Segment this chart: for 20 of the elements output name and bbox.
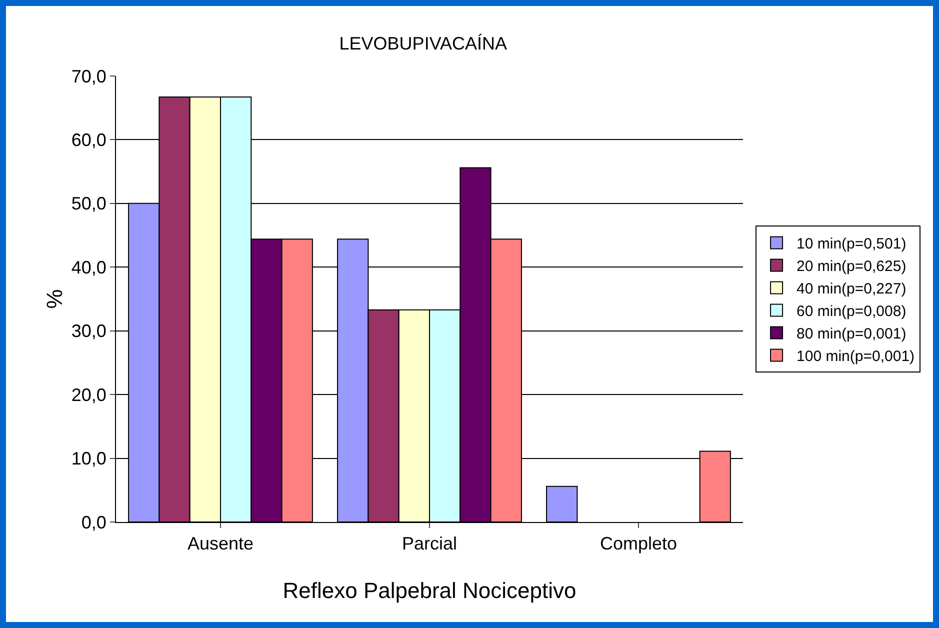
legend-label: 60 min(p=0,008) — [796, 303, 906, 320]
chart-title: LEVOBUPIVACAÍNA — [339, 33, 508, 54]
legend-label: 100 min(p=0,001) — [796, 348, 915, 366]
legend-label: 80 min(p=0,001) — [796, 326, 906, 343]
x-tick-label: Ausente — [187, 534, 254, 554]
y-tick-label: 60,0 — [71, 130, 106, 150]
y-tick-label: 20,0 — [71, 384, 106, 405]
legend-label: 20 min(p=0,625) — [796, 258, 906, 276]
legend-label: 10 min(p=0,501) — [796, 236, 906, 253]
legend-label: 40 min(p=0,227) — [796, 280, 906, 298]
y-tick-label: 70,0 — [71, 66, 106, 86]
x-tick-label: Parcial — [402, 534, 458, 554]
y-tick-label: 0,0 — [81, 512, 106, 532]
y-tick-label: 30,0 — [71, 321, 106, 342]
y-tick-label: 50,0 — [71, 194, 106, 214]
y-tick-label: 40,0 — [71, 257, 106, 278]
y-axis-title: % — [42, 289, 67, 309]
x-tick-label: Completo — [600, 534, 678, 554]
y-tick-label: 10,0 — [71, 448, 106, 469]
x-axis-title: Reflexo Palpebral Nociceptivo — [282, 578, 576, 603]
